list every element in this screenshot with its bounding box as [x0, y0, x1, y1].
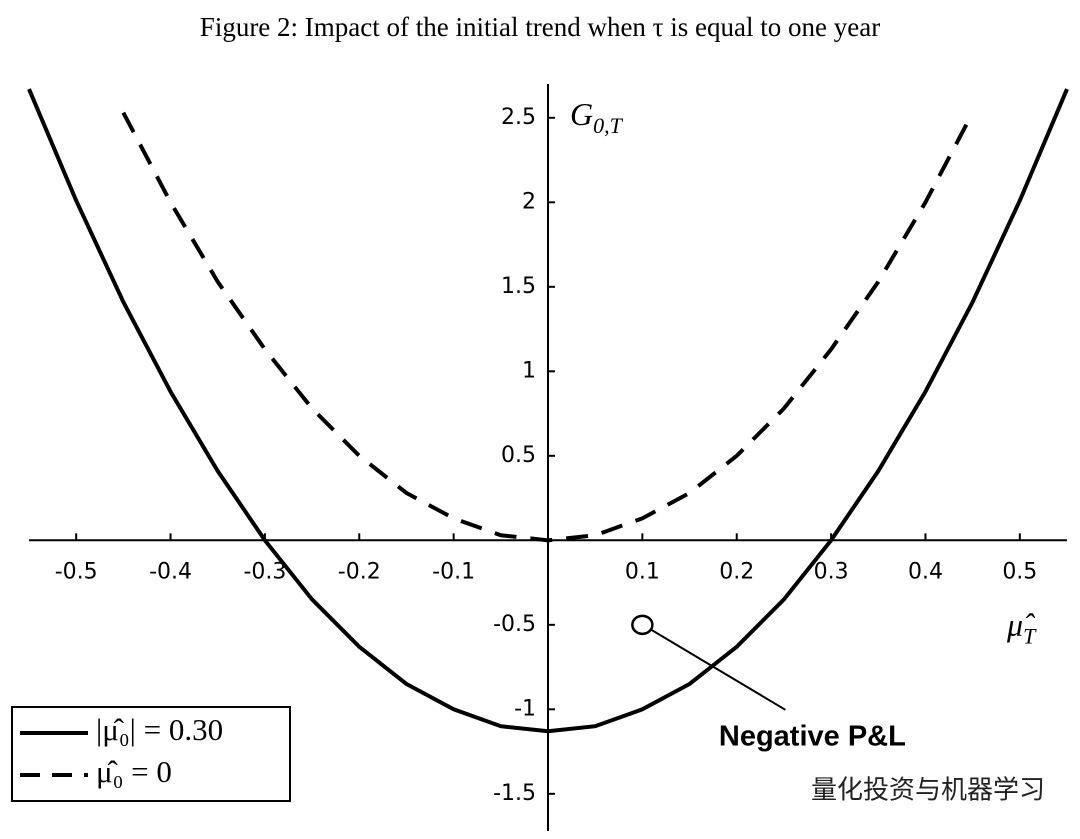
y-tick-label: 0.5 [501, 443, 536, 468]
x-axis-label-sub: T [1023, 623, 1037, 648]
series-line [27, 88, 1069, 734]
x-tick-label: -0.2 [338, 559, 381, 584]
x-tick-label: -0.5 [55, 559, 98, 584]
annotation-text: Negative P&L [719, 720, 906, 752]
legend-label: μ̂₀ = 0 [96, 754, 172, 789]
chart-title: Figure 2: Impact of the initial trend wh… [200, 12, 880, 42]
x-tick-label: 0.3 [814, 559, 849, 584]
y-tick-label: 1.5 [501, 274, 536, 299]
annotation-marker [631, 614, 654, 636]
x-tick-label: -0.1 [432, 559, 475, 584]
y-tick-label: 2.5 [501, 105, 536, 130]
legend-label: |μ̂₀| = 0.30 [96, 712, 223, 747]
annotation-arrow [650, 628, 786, 711]
y-tick-label: 1 [522, 358, 536, 383]
y-axis-label-main: G [570, 96, 593, 132]
x-tick-label: 0.1 [625, 559, 660, 584]
series-line [121, 111, 975, 543]
watermark: 量化投资与机器学习 [811, 776, 1045, 806]
x-tick-label: 0.5 [1002, 559, 1037, 584]
y-tick-label: -1 [514, 696, 536, 721]
x-tick-label: 0.4 [908, 559, 943, 584]
y-tick-label: -0.5 [493, 612, 536, 637]
y-axis-label-sub: 0,T [593, 113, 624, 138]
x-tick-label: 0.2 [719, 559, 754, 584]
x-axis-label: μ̂T [1006, 607, 1037, 649]
x-tick-label: -0.3 [243, 559, 286, 584]
legend-box [11, 706, 291, 802]
x-tick-label: -0.4 [149, 559, 192, 584]
y-axis-label: G0,T [570, 96, 624, 138]
y-tick-label: -1.5 [493, 781, 536, 806]
y-tick-label: 2 [522, 189, 536, 214]
